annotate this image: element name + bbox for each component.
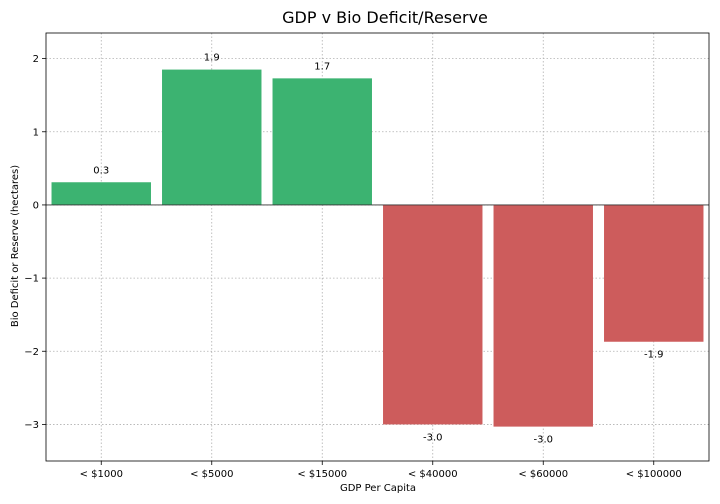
x-tick-label: < $1000 <box>80 469 123 480</box>
bar <box>272 78 372 205</box>
y-tick-label: −3 <box>24 420 39 431</box>
y-axis-label: Bio Deficit or Reserve (hectares) <box>10 165 21 327</box>
bar-value-label: -3.0 <box>423 432 443 443</box>
bar <box>383 204 483 425</box>
bars <box>51 69 704 427</box>
plot-frame <box>45 32 710 462</box>
bar <box>51 182 151 205</box>
y-tick-label: 0 <box>33 200 39 211</box>
x-tick-label: < $60000 <box>518 469 568 480</box>
chart-title: GDP v Bio Deficit/Reserve <box>282 8 488 27</box>
data-labels: 0.3 1.9 1.7 -3.0 -3.0 -1.9 <box>93 53 663 446</box>
bar <box>493 204 593 427</box>
bar-value-label: -3.0 <box>533 435 553 446</box>
bar-value-label: -1.9 <box>644 350 664 361</box>
y-tick-label: 1 <box>33 127 39 138</box>
y-tick-label: 2 <box>33 54 39 65</box>
x-axis-label: GDP Per Capita <box>340 483 416 494</box>
bar-value-label: 0.3 <box>93 165 109 176</box>
x-tick-label: < $5000 <box>190 469 233 480</box>
bar-value-label: 1.9 <box>204 53 220 64</box>
x-tick-label: < $40000 <box>408 469 458 480</box>
bar <box>162 69 262 205</box>
y-tick-label: −2 <box>24 347 39 358</box>
x-tick-label: < $15000 <box>297 469 347 480</box>
y-tick-label: −1 <box>24 274 39 285</box>
y-axis-ticks: −3 −2 −1 0 1 2 <box>24 54 46 431</box>
bar <box>604 204 704 342</box>
bar-value-label: 1.7 <box>314 61 330 72</box>
x-tick-label: < $100000 <box>626 469 682 480</box>
x-axis-ticks: < $1000 < $5000 < $15000 < $40000 < $60000 < … <box>80 461 682 480</box>
